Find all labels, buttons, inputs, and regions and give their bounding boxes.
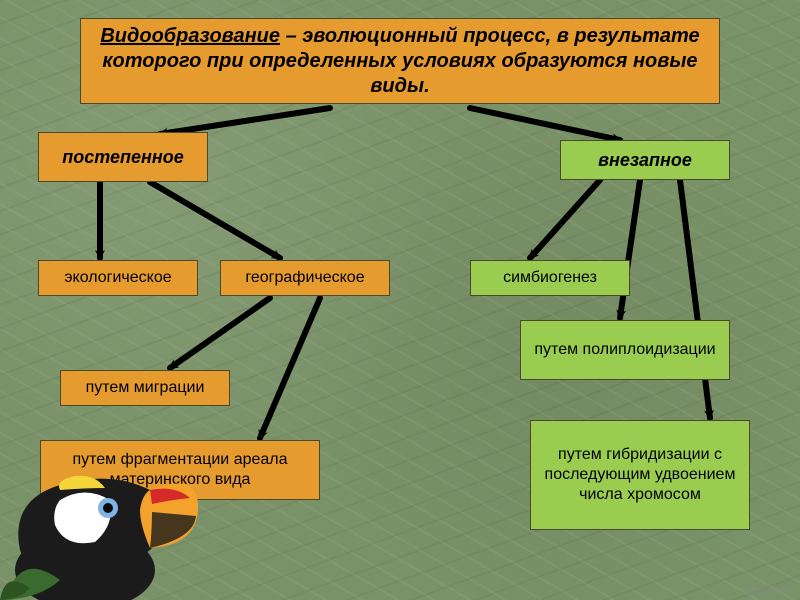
node-migration: путем миграции [60, 370, 230, 406]
title-term: Видообразование [100, 25, 280, 47]
node-symbiogenesis: симбиогенез [470, 260, 630, 296]
toucan-image [0, 430, 200, 600]
watermark: fppt.com [747, 584, 790, 596]
title-definition: Видообразование – эволюционный процесс, … [80, 18, 720, 104]
slide-stage: Видообразование – эволюционный процесс, … [0, 0, 800, 600]
node-sudden: внезапное [560, 140, 730, 180]
node-hybridization: путем гибридизации с последующим удвоени… [530, 420, 750, 530]
node-gradual: постепенное [38, 132, 208, 182]
node-geographic: географическое [220, 260, 390, 296]
node-polyploidization: путем полиплоидизации [520, 320, 730, 380]
node-ecological: экологическое [38, 260, 198, 296]
